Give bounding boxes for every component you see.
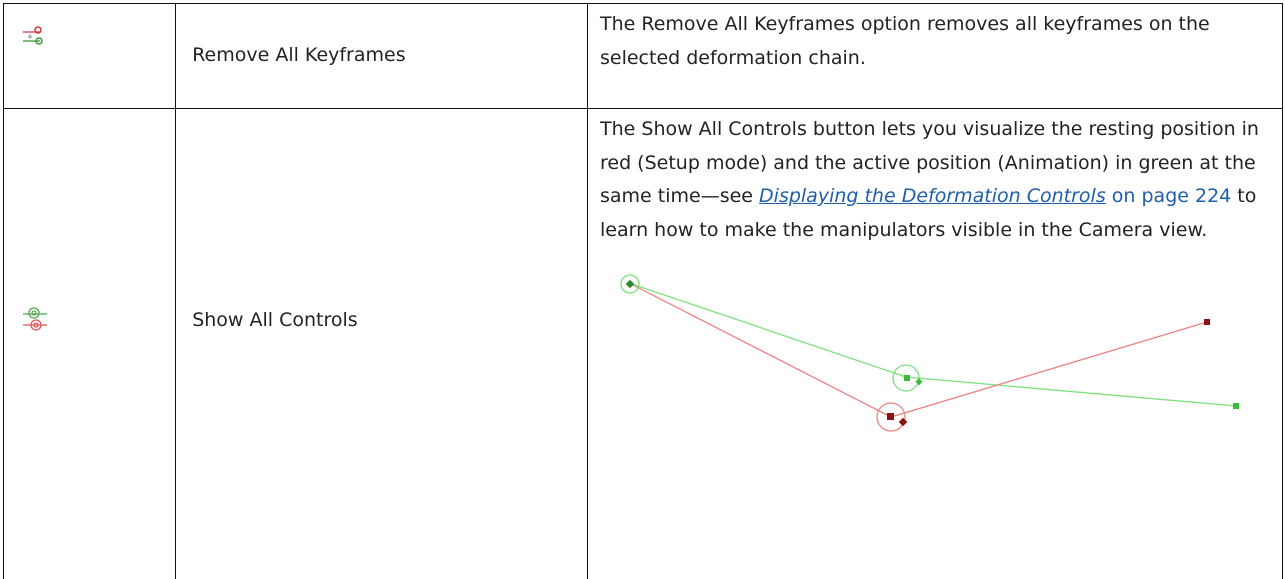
description-cell: The Remove All Keyframes option removes … [588, 4, 1283, 109]
remove-keyframes-icon [22, 26, 46, 46]
page-reference: on page 224 [1106, 185, 1232, 207]
reference-table: Remove All Keyframes The Remove All Keyf… [3, 3, 1283, 579]
show-controls-icon [22, 307, 48, 331]
icon-cell [4, 109, 176, 579]
option-name: Remove All Keyframes [192, 44, 405, 66]
option-name: Show All Controls [192, 309, 357, 331]
description: The Show All Controls button lets you vi… [600, 113, 1278, 247]
name-cell: Show All Controls [176, 109, 588, 579]
table-row: Remove All Keyframes The Remove All Keyf… [4, 4, 1283, 109]
controls-illustration [588, 247, 1268, 467]
name-cell: Remove All Keyframes [176, 4, 588, 109]
cross-reference-link[interactable]: Displaying the Deformation Controls [759, 185, 1106, 207]
table-row: Show All Controls The Show All Controls … [4, 109, 1283, 579]
description: The Remove All Keyframes option removes … [600, 13, 1210, 69]
page: {"table": {"rows": [ {"name": "Remove Al… [0, 0, 1285, 540]
description-cell: The Show All Controls button lets you vi… [588, 109, 1283, 579]
icon-cell [4, 4, 176, 109]
